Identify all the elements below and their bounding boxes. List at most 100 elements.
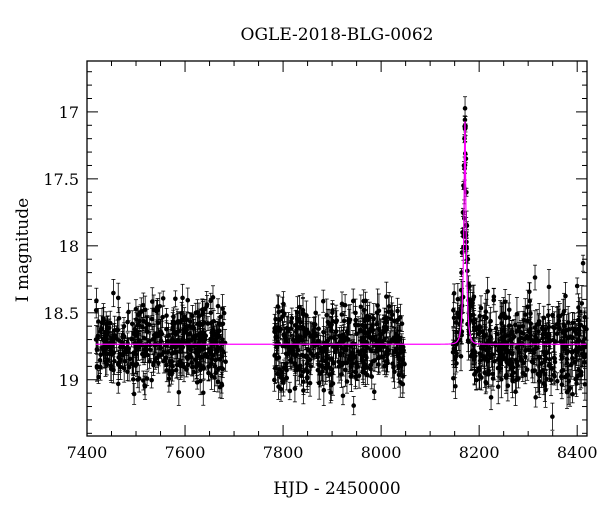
data-point xyxy=(158,329,163,335)
data-point xyxy=(298,363,303,369)
data-point xyxy=(336,359,341,365)
data-point xyxy=(578,369,584,375)
data-point xyxy=(307,380,313,386)
data-point xyxy=(451,315,457,321)
data-point xyxy=(395,308,400,314)
data-point xyxy=(527,298,533,304)
data-point xyxy=(120,332,126,338)
data-point xyxy=(356,373,362,379)
data-point xyxy=(292,386,298,391)
data-point xyxy=(191,369,197,375)
data-point xyxy=(397,379,403,385)
data-point xyxy=(399,321,405,326)
data-point xyxy=(545,313,551,318)
data-point xyxy=(290,351,296,357)
data-point xyxy=(343,335,349,341)
data-point xyxy=(329,328,334,333)
data-point xyxy=(297,334,303,339)
data-point xyxy=(525,304,531,309)
data-point xyxy=(490,376,496,381)
x-tick-label: 7600 xyxy=(165,443,206,462)
data-point xyxy=(482,314,488,319)
data-point xyxy=(483,309,489,315)
chart-title: OGLE-2018-BLG-0062 xyxy=(241,25,434,45)
data-point xyxy=(576,305,581,310)
data-point xyxy=(328,390,333,395)
data-point xyxy=(323,344,329,349)
data-point xyxy=(283,364,289,370)
data-point xyxy=(192,357,198,363)
data-point xyxy=(198,363,203,368)
data-point xyxy=(209,356,215,362)
data-point xyxy=(532,275,538,280)
data-point xyxy=(505,383,511,389)
data-point xyxy=(333,319,339,325)
data-point xyxy=(159,352,164,358)
data-point xyxy=(339,372,344,377)
data-point xyxy=(143,344,149,350)
data-point xyxy=(125,341,130,346)
data-point xyxy=(115,381,121,387)
data-point xyxy=(526,347,532,353)
y-tick-label: 19 xyxy=(59,371,79,390)
data-point xyxy=(375,303,380,308)
data-point xyxy=(172,320,178,326)
data-point xyxy=(301,327,307,332)
data-point xyxy=(151,336,157,341)
data-point xyxy=(400,344,406,350)
data-point xyxy=(389,312,395,317)
data-point xyxy=(134,361,140,367)
data-point xyxy=(340,393,346,399)
data-point xyxy=(103,330,109,335)
data-point xyxy=(200,390,206,396)
data-point xyxy=(555,322,560,327)
data-point xyxy=(453,320,459,325)
data-point xyxy=(524,367,530,372)
data-point xyxy=(99,325,104,331)
data-point xyxy=(177,359,183,365)
data-point xyxy=(392,369,397,375)
data-point xyxy=(554,378,560,384)
data-point xyxy=(363,323,369,329)
data-point xyxy=(205,354,211,360)
data-point xyxy=(321,329,326,335)
data-point xyxy=(315,354,321,360)
data-point xyxy=(368,362,374,368)
data-point xyxy=(295,325,301,330)
x-tick-label: 8400 xyxy=(557,443,598,462)
data-point xyxy=(214,347,220,353)
data-point xyxy=(485,289,490,294)
data-point xyxy=(386,304,392,309)
data-point xyxy=(94,298,99,303)
data-point xyxy=(94,347,100,352)
data-point xyxy=(536,319,542,324)
x-tick-label: 8000 xyxy=(361,443,402,462)
data-point xyxy=(169,372,174,377)
data-point xyxy=(569,334,575,340)
data-point xyxy=(316,326,321,331)
data-point xyxy=(374,310,380,315)
data-point xyxy=(280,314,285,319)
data-point xyxy=(516,337,522,342)
data-point xyxy=(308,351,314,356)
data-point xyxy=(456,315,462,320)
data-point xyxy=(351,403,356,408)
data-point xyxy=(112,358,117,364)
data-point xyxy=(546,324,552,330)
data-point xyxy=(194,347,200,352)
data-point xyxy=(198,331,203,337)
data-point xyxy=(577,309,582,314)
data-point xyxy=(287,388,293,394)
data-point xyxy=(126,364,132,370)
data-point xyxy=(350,298,356,304)
x-tick-label: 7400 xyxy=(67,443,108,462)
data-point xyxy=(147,347,153,353)
data-point xyxy=(160,314,165,320)
data-point xyxy=(329,366,334,372)
data-point xyxy=(513,389,518,395)
data-point xyxy=(115,295,121,301)
data-point xyxy=(164,368,170,373)
data-point xyxy=(272,377,277,383)
data-point xyxy=(125,369,130,375)
data-point xyxy=(176,389,182,395)
